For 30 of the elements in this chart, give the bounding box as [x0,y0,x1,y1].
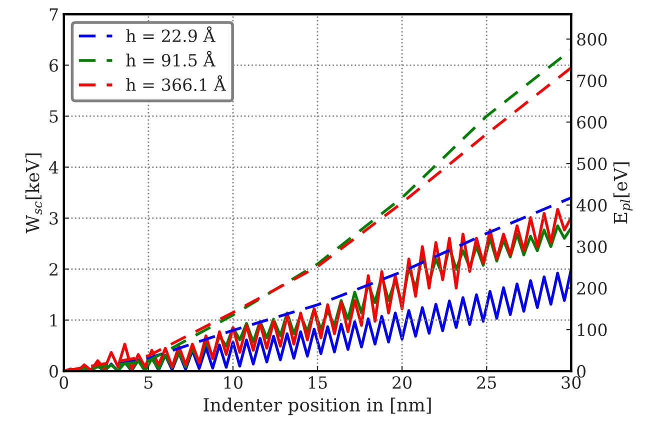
x-tick-label: 15 [308,376,327,389]
legend-label: h = 366.1 Å [126,75,226,92]
x-tick-label: 5 [144,376,152,389]
y2-tick-label: 800 [577,33,607,46]
y-axis-title: W$_{sc}$[keV] [25,153,42,234]
y-tick-label: 3 [50,212,58,225]
y-tick-label: 1 [50,314,57,326]
x-tick-label: 10 [224,376,242,389]
y-tick-label: 0 [50,365,58,378]
y2-tick-label: 400 [576,199,607,212]
y2-tick-label: 100 [578,324,607,336]
legend-label: h = 22.9 Å [126,26,216,42]
y-tick-label: 6 [50,59,58,72]
y-tick-label: 4 [48,161,58,174]
x-tick-label: 0 [60,376,68,389]
y2-axis-title: E$_{pl}$[eV] [613,162,633,224]
y2-tick-label: 600 [577,116,607,129]
y2-tick-label: 300 [577,240,607,254]
y2-tick-label: 0 [577,365,586,378]
x-axis-title: Indenter position in [nm] [204,398,431,416]
legend-label: h = 91.5 Å [126,50,216,67]
x-tick-label: 30 [562,376,581,389]
y2-tick-label: 500 [577,158,607,170]
x-tick-label: 20 [392,376,412,389]
x-tick-label: 25 [477,376,496,389]
y-tick-label: 2 [50,263,58,276]
y-tick-label: 7 [50,8,58,21]
y2-tick-label: 700 [577,74,607,88]
y2-tick-label: 200 [577,282,607,295]
y-tick-label: 5 [50,110,58,123]
